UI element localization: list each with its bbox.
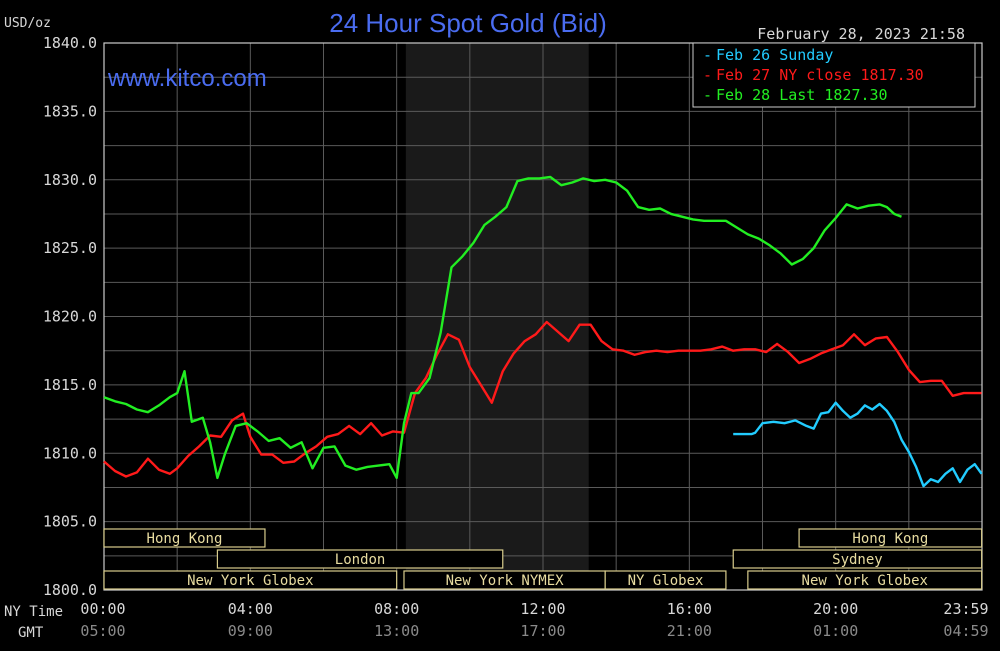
gmt-label: GMT [18,625,44,641]
x-tick-ny: 12:00 [520,600,565,618]
series-line-1 [103,320,982,478]
session-label-3: New York NYMEX [446,573,565,589]
session-bar-5 [798,528,983,548]
x-tick-gmt: 13:00 [374,622,419,640]
x-axis-ticks: 00:00 05:00 04:00 09:00 08:00 13:00 12:00 17:00… [80,600,988,640]
session-label-2: New York Globex [187,573,313,589]
y-tick-label: 1810.0 [43,444,97,462]
x-tick-ny: 00:00 [80,600,125,618]
unit-label: USD/oz [4,16,51,31]
session-bar-4 [604,570,727,590]
session-label-0: Hong Kong [147,531,223,547]
y-tick-label: 1825.0 [43,239,97,257]
series-line-0 [733,401,983,488]
x-tick-ny: 08:00 [374,600,419,618]
session-bar-1 [216,549,504,569]
session-label-6: Sydney [832,552,883,568]
y-tick-label: 1835.0 [43,102,97,120]
x-tick-gmt: 04:59 [943,622,988,640]
y-axis-ticks: 1840.0 1835.0 1830.0 1825.0 1820.0 1815.0 1810… [43,34,97,599]
x-tick-ny: 16:00 [667,600,712,618]
grid-lines [104,43,982,590]
session-label-1: London [335,552,386,568]
ny-time-label: NY Time [4,604,63,620]
legend-marker-feb26: - [703,46,712,64]
chart-title: 24 Hour Spot Gold (Bid) [329,8,606,38]
legend-marker-feb27: - [703,66,712,84]
series-line-2 [103,175,902,480]
y-tick-label: 1840.0 [43,34,97,52]
session-label-7: New York Globex [802,573,928,589]
y-tick-label: 1800.0 [43,581,97,599]
x-tick-gmt: 21:00 [667,622,712,640]
legend: - Feb 26 Sunday - Feb 27 NY close 1817.3… [692,42,976,108]
y-tick-label: 1830.0 [43,171,97,189]
session-bar-2 [103,570,398,590]
timestamp: February 28, 2023 21:58 [757,25,965,43]
x-tick-gmt: 09:00 [228,622,273,640]
x-tick-ny: 04:00 [228,600,273,618]
legend-item-feb26: Feb 26 Sunday [716,46,833,64]
x-tick-gmt: 17:00 [520,622,565,640]
legend-marker-feb28: - [703,86,712,104]
session-bar-7 [747,570,983,590]
x-tick-gmt: 01:00 [813,622,858,640]
series-layer [103,175,983,488]
legend-item-feb27: Feb 27 NY close 1817.30 [716,66,924,84]
session-label-4: NY Globex [628,573,704,589]
x-tick-gmt: 05:00 [80,622,125,640]
plot-border [103,42,983,591]
session-bar-6 [732,549,983,569]
y-tick-label: 1805.0 [43,513,97,531]
y-tick-label: 1815.0 [43,376,97,394]
session-bars: Hong Kong London New York Globex New York N… [103,528,983,590]
x-tick-ny: 20:00 [813,600,858,618]
website-link[interactable]: www.kitco.com [107,65,267,92]
y-tick-label: 1820.0 [43,308,97,326]
session-bar-0 [103,528,266,548]
legend-item-feb28: Feb 28 Last 1827.30 [716,86,888,104]
x-tick-ny: 23:59 [943,600,988,618]
session-label-5: Hong Kong [852,531,928,547]
legend-box [692,42,976,108]
